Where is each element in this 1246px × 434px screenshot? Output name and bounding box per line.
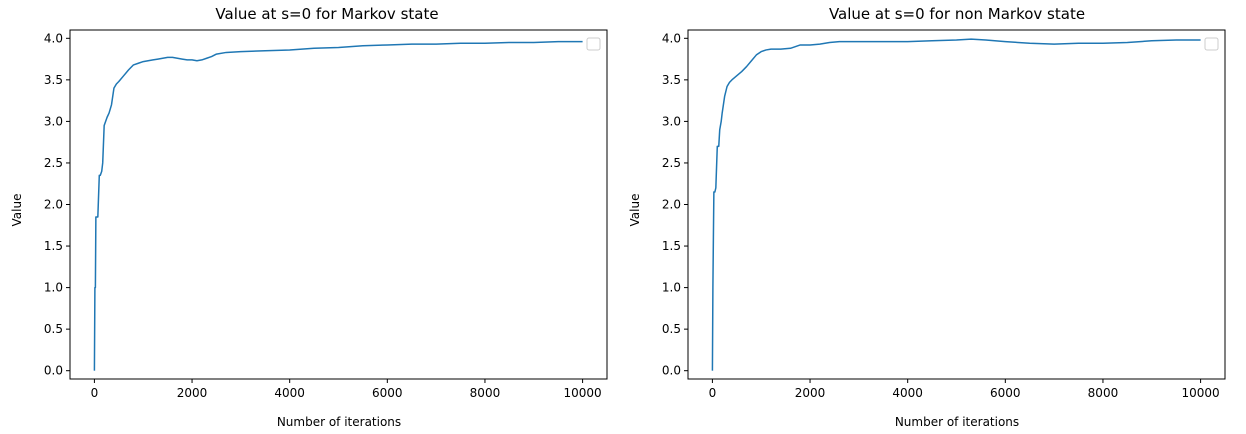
x-tick-label: 6000	[990, 386, 1021, 400]
y-tick-label: 0.0	[662, 364, 681, 378]
plot-frame	[69, 29, 608, 380]
y-tick-label: 3.5	[662, 73, 681, 87]
y-tick-label: 3.0	[44, 114, 63, 128]
axis-ticks: 0 2000 4000 6000 8000 10000 0.0 0.5 1.0 1.5 2.0 2.5…	[662, 31, 1220, 400]
x-tick-label: 10000	[563, 386, 601, 400]
y-tick-label: 0.5	[44, 322, 63, 336]
chart-title: Value at s=0 for Markov state	[215, 5, 438, 23]
x-tick-label: 4000	[274, 386, 305, 400]
legend-box	[1204, 37, 1219, 51]
chart-title: Value at s=0 for non Markov state	[829, 5, 1085, 23]
plot-frame	[687, 29, 1226, 380]
y-tick-label: 2.5	[662, 156, 681, 170]
y-tick-label: 0.5	[662, 322, 681, 336]
x-tick-label: 0	[709, 386, 717, 400]
x-tick-label: 4000	[892, 386, 923, 400]
x-tick-label: 6000	[372, 386, 403, 400]
y-tick-label: 1.5	[662, 239, 681, 253]
y-tick-label: 2.0	[44, 198, 63, 212]
y-axis-label: Value	[10, 194, 24, 227]
y-tick-label: 3.5	[44, 73, 63, 87]
x-tick-label: 2000	[795, 386, 826, 400]
x-axis-label: Number of iterations	[895, 415, 1019, 429]
y-axis-label: Value	[628, 194, 642, 227]
x-axis-label: Number of iterations	[277, 415, 401, 429]
y-tick-label: 2.5	[44, 156, 63, 170]
y-tick-label: 4.0	[662, 31, 681, 45]
x-tick-label: 10000	[1181, 386, 1219, 400]
y-tick-label: 1.0	[44, 281, 63, 295]
axis-ticks: 0 2000 4000 6000 8000 10000 0.0 0.5 1.0 1.5 2.0 2.5…	[44, 31, 602, 400]
y-tick-label: 4.0	[44, 31, 63, 45]
y-tick-label: 1.5	[44, 239, 63, 253]
y-tick-label: 3.0	[662, 114, 681, 128]
y-tick-label: 1.0	[662, 281, 681, 295]
x-tick-label: 8000	[470, 386, 501, 400]
chart-markov-state: Value at s=0 for Markov state Number of …	[10, 5, 608, 429]
x-tick-label: 0	[91, 386, 99, 400]
x-tick-label: 8000	[1088, 386, 1119, 400]
x-tick-label: 2000	[177, 386, 208, 400]
y-tick-label: 0.0	[44, 364, 63, 378]
legend-box	[586, 37, 601, 51]
chart-non-markov-state: Value at s=0 for non Markov state Number…	[628, 5, 1226, 429]
y-tick-label: 2.0	[662, 198, 681, 212]
series-line	[93, 40, 583, 371]
series-line	[711, 38, 1201, 371]
